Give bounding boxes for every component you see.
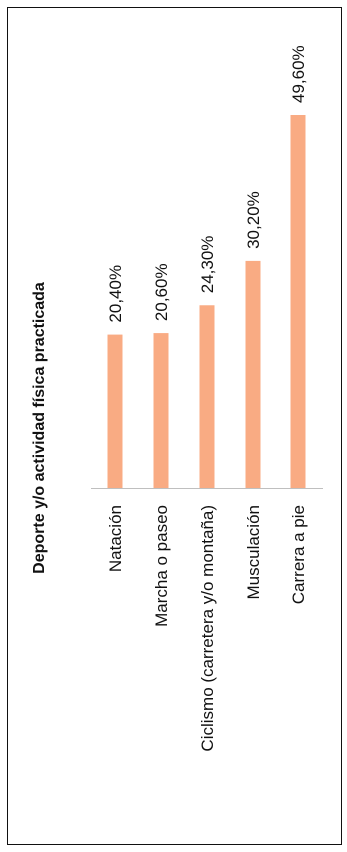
bars-layer	[107, 115, 306, 489]
bar-2	[153, 333, 169, 488]
category-label-4: Musculación	[244, 505, 263, 600]
value-label-1: 20,40%	[106, 265, 125, 323]
category-label-2: Marcha o paseo	[152, 505, 171, 627]
category-labels-layer: Natación Marcha o paseo Ciclismo (carreter…	[106, 505, 308, 752]
bar-3	[199, 305, 215, 488]
value-label-2: 20,60%	[152, 263, 171, 321]
value-labels-layer: 20,40% 20,60% 24,30% 30,20% 49,60%	[106, 45, 308, 322]
bar-chart: Deporte y/o actividad física practicada …	[31, 45, 323, 752]
chart-title: Deporte y/o actividad física practicada	[31, 282, 48, 574]
value-label-5: 49,60%	[289, 45, 308, 103]
category-label-5: Carrera a pie	[289, 505, 308, 604]
value-label-4: 30,20%	[244, 191, 263, 249]
bar-5	[290, 115, 306, 489]
value-label-3: 24,30%	[198, 236, 217, 294]
category-label-1: Natación	[106, 505, 125, 572]
chart-frame: Deporte y/o actividad física practicada …	[7, 7, 342, 845]
bar-4	[245, 260, 261, 488]
category-label-3: Ciclismo (carretera y/o montaña)	[198, 505, 217, 752]
bar-1	[107, 334, 123, 488]
